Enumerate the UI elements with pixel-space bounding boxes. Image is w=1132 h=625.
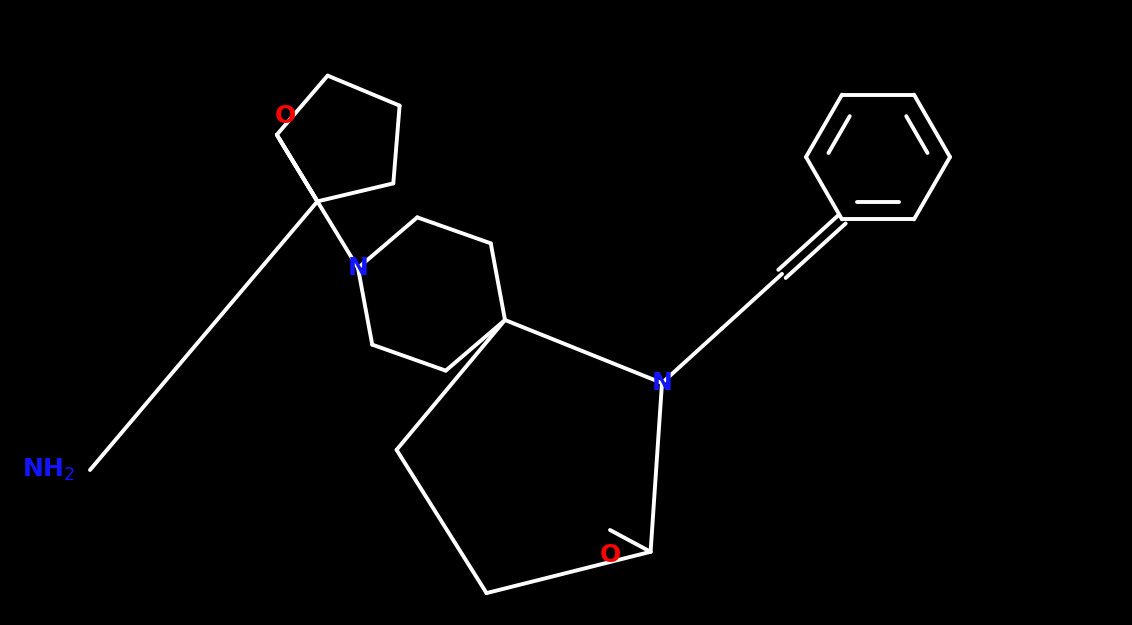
Text: N: N [652, 371, 672, 395]
Text: N: N [348, 256, 368, 280]
Text: O: O [274, 104, 295, 128]
Text: O: O [599, 543, 620, 567]
Text: NH$_2$: NH$_2$ [23, 457, 75, 483]
